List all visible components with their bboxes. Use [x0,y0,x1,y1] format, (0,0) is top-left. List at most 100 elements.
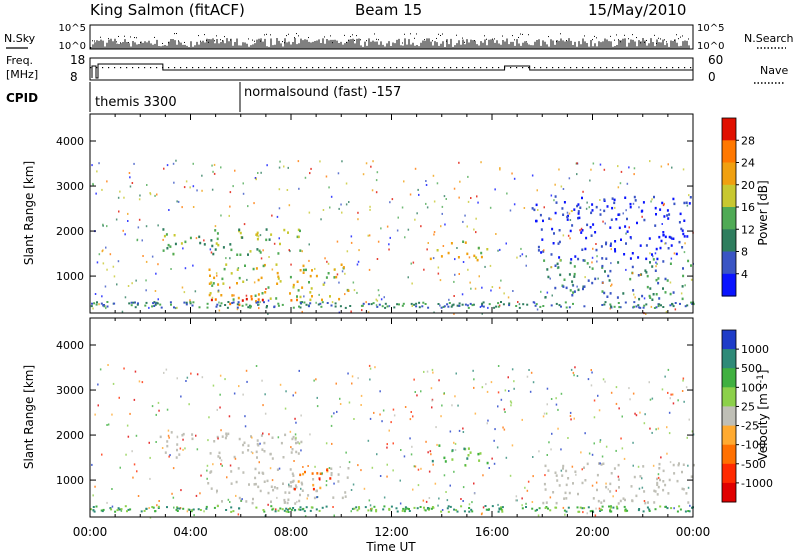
vel-cells-cell [312,487,315,491]
power-cells-cell [322,209,325,211]
vel-cells-cell [347,467,350,470]
power-cells-cell [423,268,425,271]
vel-cells-cell [632,464,634,467]
vel-cells-cell [431,459,434,463]
power-cells-cell [426,206,429,209]
vel-cells-cell [570,368,573,371]
vel-cells-cell [306,497,308,500]
power-cells-cell [581,229,584,232]
vel-cells-cell [558,484,561,487]
power-cells-cell [601,257,604,260]
vel-cells-cell [178,453,181,456]
vel-cells-cell [227,432,230,436]
vel-cells-cell [230,510,233,513]
vel-cells-cell [664,375,666,378]
vel-cells-cell [473,492,476,495]
vel-cells-cell [545,412,548,415]
vel-cells-cell [238,385,240,388]
vel-cells-cell [572,371,575,374]
power-cells-cell [296,235,299,239]
power-cells-cell [106,268,108,271]
power-cells-cell [670,257,673,260]
vel-cells-cell [462,486,465,489]
vel-cells-cell [326,468,329,471]
vel-cells-cell [296,441,299,444]
power-cells-cell [626,182,629,185]
vel-cells-cell [332,506,334,508]
power-cells-cell [298,305,300,308]
power-cells-cell [662,204,665,207]
vel-cells-cell [131,450,133,453]
vel-cells-cell [283,509,286,512]
power-cells-cell [231,294,234,297]
station-title: King Salmon (fitACF) [90,1,245,19]
power-cells-cell [349,305,352,307]
vel-cells-cell [598,409,601,412]
power-colorbar-swatch-4 [722,207,736,230]
power-cells-cell [683,219,686,222]
vel-cells-cell [428,470,431,473]
vel-cells-cell [406,507,409,510]
vel-cells-cell [582,511,584,514]
power-cells-cell [554,195,557,198]
vel-cells-cell [628,387,630,390]
vel-cells-cell [451,458,454,461]
vel-cells-cell [445,491,447,493]
power-cells-cell [412,261,415,264]
power-cells-cell [550,194,553,197]
vel-cells-cell [233,455,236,459]
power-cells-cell [497,305,500,308]
power-cells-cell [371,189,374,192]
power-cells-cell [508,302,511,305]
power-cells-cell [685,201,688,204]
power-cells-cell [445,198,447,200]
power-cells-cell [214,298,217,301]
vel-cells-cell [176,448,178,452]
power-cells-cell [362,173,365,176]
power-cells-cell [180,242,183,245]
power-cells-cell [102,304,105,307]
power-cells-cell [651,298,654,301]
power-cells-cell [592,162,595,165]
power-cells-cell [582,259,585,262]
power-cells-cell [329,295,331,298]
vel-cells-cell [576,506,579,509]
vel-cells-cell [416,394,418,397]
vel-cells-cell [373,505,376,508]
vel-cells-cell [319,478,321,481]
vel-cells-cell [135,434,138,437]
vel-cells-cell [427,507,429,509]
power-cells-cell [452,303,455,306]
power-cells-cell [418,306,421,309]
power-cells-cell [558,256,561,259]
power-cells-cell [255,233,258,236]
power-cells-cell [592,223,595,226]
vel-cells-cell [617,478,620,481]
power-cells-cell [573,265,576,268]
vel-cells-cell [682,377,685,380]
vel-cells-cell [315,378,317,381]
power-cells-cell [368,268,371,271]
vel-cells-cell [392,408,395,411]
vel-cells-cell [569,411,572,414]
power-cells-cell [350,235,353,238]
vel-cells-cell [666,507,669,510]
vel-cells-cell [357,464,359,467]
vel-cells-cell [555,403,558,406]
power-cells-cell [92,182,94,185]
power-cells-cell [681,229,684,232]
vel-cells-cell [516,499,518,502]
power-cells-cell [237,267,240,269]
vel-cells-cell [612,506,615,509]
vel-cells-cell [504,411,506,413]
power-cells-cell [577,212,580,215]
vel-cells-cell [91,463,93,466]
vel-cells-cell [555,501,558,505]
power-cells-cell [236,268,239,271]
vel-cells-cell [597,394,599,397]
power-cells-cell [103,305,106,308]
power-cells-cell [470,287,472,290]
vel-cells-cell [216,491,218,494]
power-cells-cell [591,267,594,270]
power-cells-cell [582,287,584,291]
